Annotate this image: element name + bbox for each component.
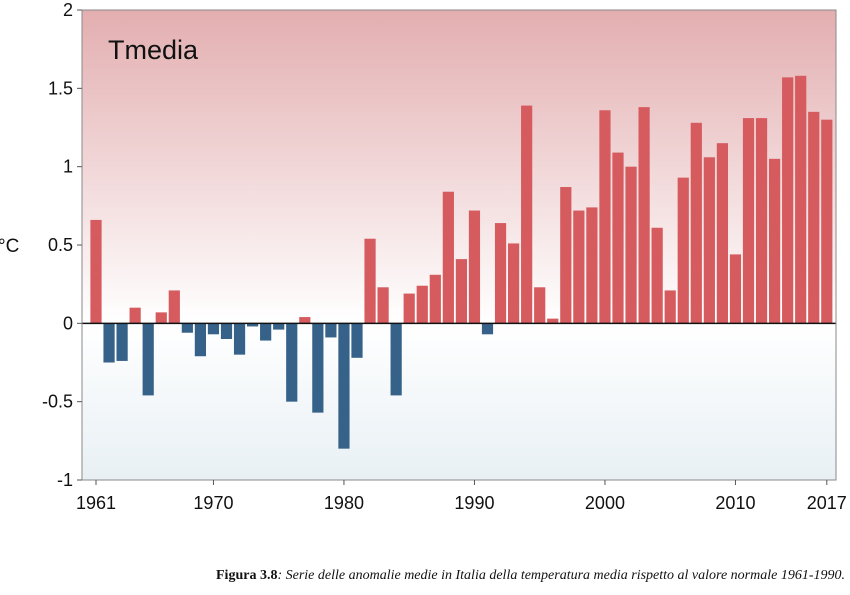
bar-2005	[664, 290, 676, 324]
bar-1992	[494, 223, 507, 324]
bar-1965	[142, 323, 154, 396]
bar-1975	[273, 323, 285, 330]
temperature-anomaly-chart: 2 1.5 1 0.5 0 -0.5 -1 1961 1970 1980 1990 2000 2010…	[0, 0, 847, 513]
bar-2001	[612, 152, 624, 324]
bar-1976	[286, 323, 298, 402]
bar-1989	[455, 259, 467, 324]
x-tick-label: 2000	[585, 493, 625, 513]
bar-2007	[690, 122, 702, 324]
bar-1967	[168, 290, 180, 324]
x-tick-label: 1990	[454, 493, 494, 513]
bar-1980	[338, 323, 350, 449]
bar-2006	[677, 177, 689, 324]
bar-1964	[129, 307, 141, 324]
caption-label: Figura 3.8	[216, 568, 278, 583]
bar-1994	[521, 105, 533, 324]
bar-2014	[782, 77, 794, 324]
figure-caption: Figura 3.8: Serie delle anomalie medie i…	[60, 568, 845, 584]
bar-1997	[560, 187, 572, 324]
bar-1983	[377, 287, 389, 324]
bar-1979	[325, 323, 337, 338]
bar-1991	[481, 323, 494, 335]
bar-1968	[181, 323, 193, 333]
bar-1986	[416, 285, 428, 324]
y-tick-label: 0	[63, 313, 73, 333]
bar-1971	[220, 323, 233, 339]
y-tick-label: 0.5	[48, 235, 73, 255]
bar-1962	[103, 323, 115, 363]
bar-1985	[403, 293, 415, 324]
bar-2017	[821, 119, 833, 324]
bar-2008	[703, 157, 715, 324]
bar-2016	[808, 111, 820, 324]
bar-1988	[442, 191, 454, 324]
bar-2015	[795, 75, 807, 324]
bar-1993	[508, 243, 520, 324]
bar-2012	[755, 118, 768, 324]
bar-2010	[729, 254, 742, 324]
bar-1987	[429, 274, 441, 324]
x-tick-label: 1980	[324, 493, 364, 513]
y-axis-label: °C	[0, 236, 19, 257]
bar-1990	[468, 210, 481, 324]
y-tick-label: 2	[63, 0, 73, 20]
bar-1970	[207, 323, 220, 335]
bar-2000	[599, 110, 611, 324]
bar-2011	[742, 118, 755, 324]
bar-1995	[534, 287, 546, 324]
x-tick-label: 1961	[76, 493, 116, 513]
x-tick-label: 1970	[193, 493, 233, 513]
y-tick-label: -1	[57, 470, 73, 490]
bar-2013	[769, 158, 781, 324]
bar-1977	[299, 317, 311, 324]
bar-1963	[116, 323, 128, 361]
bar-2003	[638, 107, 650, 324]
bar-1984	[390, 323, 402, 396]
y-tick-label: 1.5	[48, 78, 73, 98]
bar-1978	[312, 323, 324, 413]
bar-1974	[260, 323, 272, 341]
bar-1961	[90, 219, 102, 324]
x-tick-label: 2017	[807, 493, 847, 513]
bar-2002	[625, 166, 637, 324]
bar-1973	[247, 323, 259, 327]
x-tick-label: 2010	[715, 493, 755, 513]
plot-background-negative	[82, 323, 836, 480]
bar-1996	[547, 318, 559, 324]
y-tick-label: -0.5	[42, 392, 73, 412]
bar-2004	[651, 227, 663, 324]
bar-1966	[155, 312, 167, 324]
bar-1999	[586, 207, 598, 324]
bar-1982	[364, 238, 376, 324]
bar-1969	[194, 323, 206, 357]
bar-1981	[351, 323, 363, 358]
bar-1998	[573, 210, 585, 324]
chart-title: Tmedia	[108, 35, 199, 65]
bar-1972	[233, 323, 246, 355]
caption-text: : Serie delle anomalie medie in Italia d…	[277, 568, 845, 583]
bar-2009	[716, 143, 728, 324]
y-tick-label: 1	[63, 157, 73, 177]
